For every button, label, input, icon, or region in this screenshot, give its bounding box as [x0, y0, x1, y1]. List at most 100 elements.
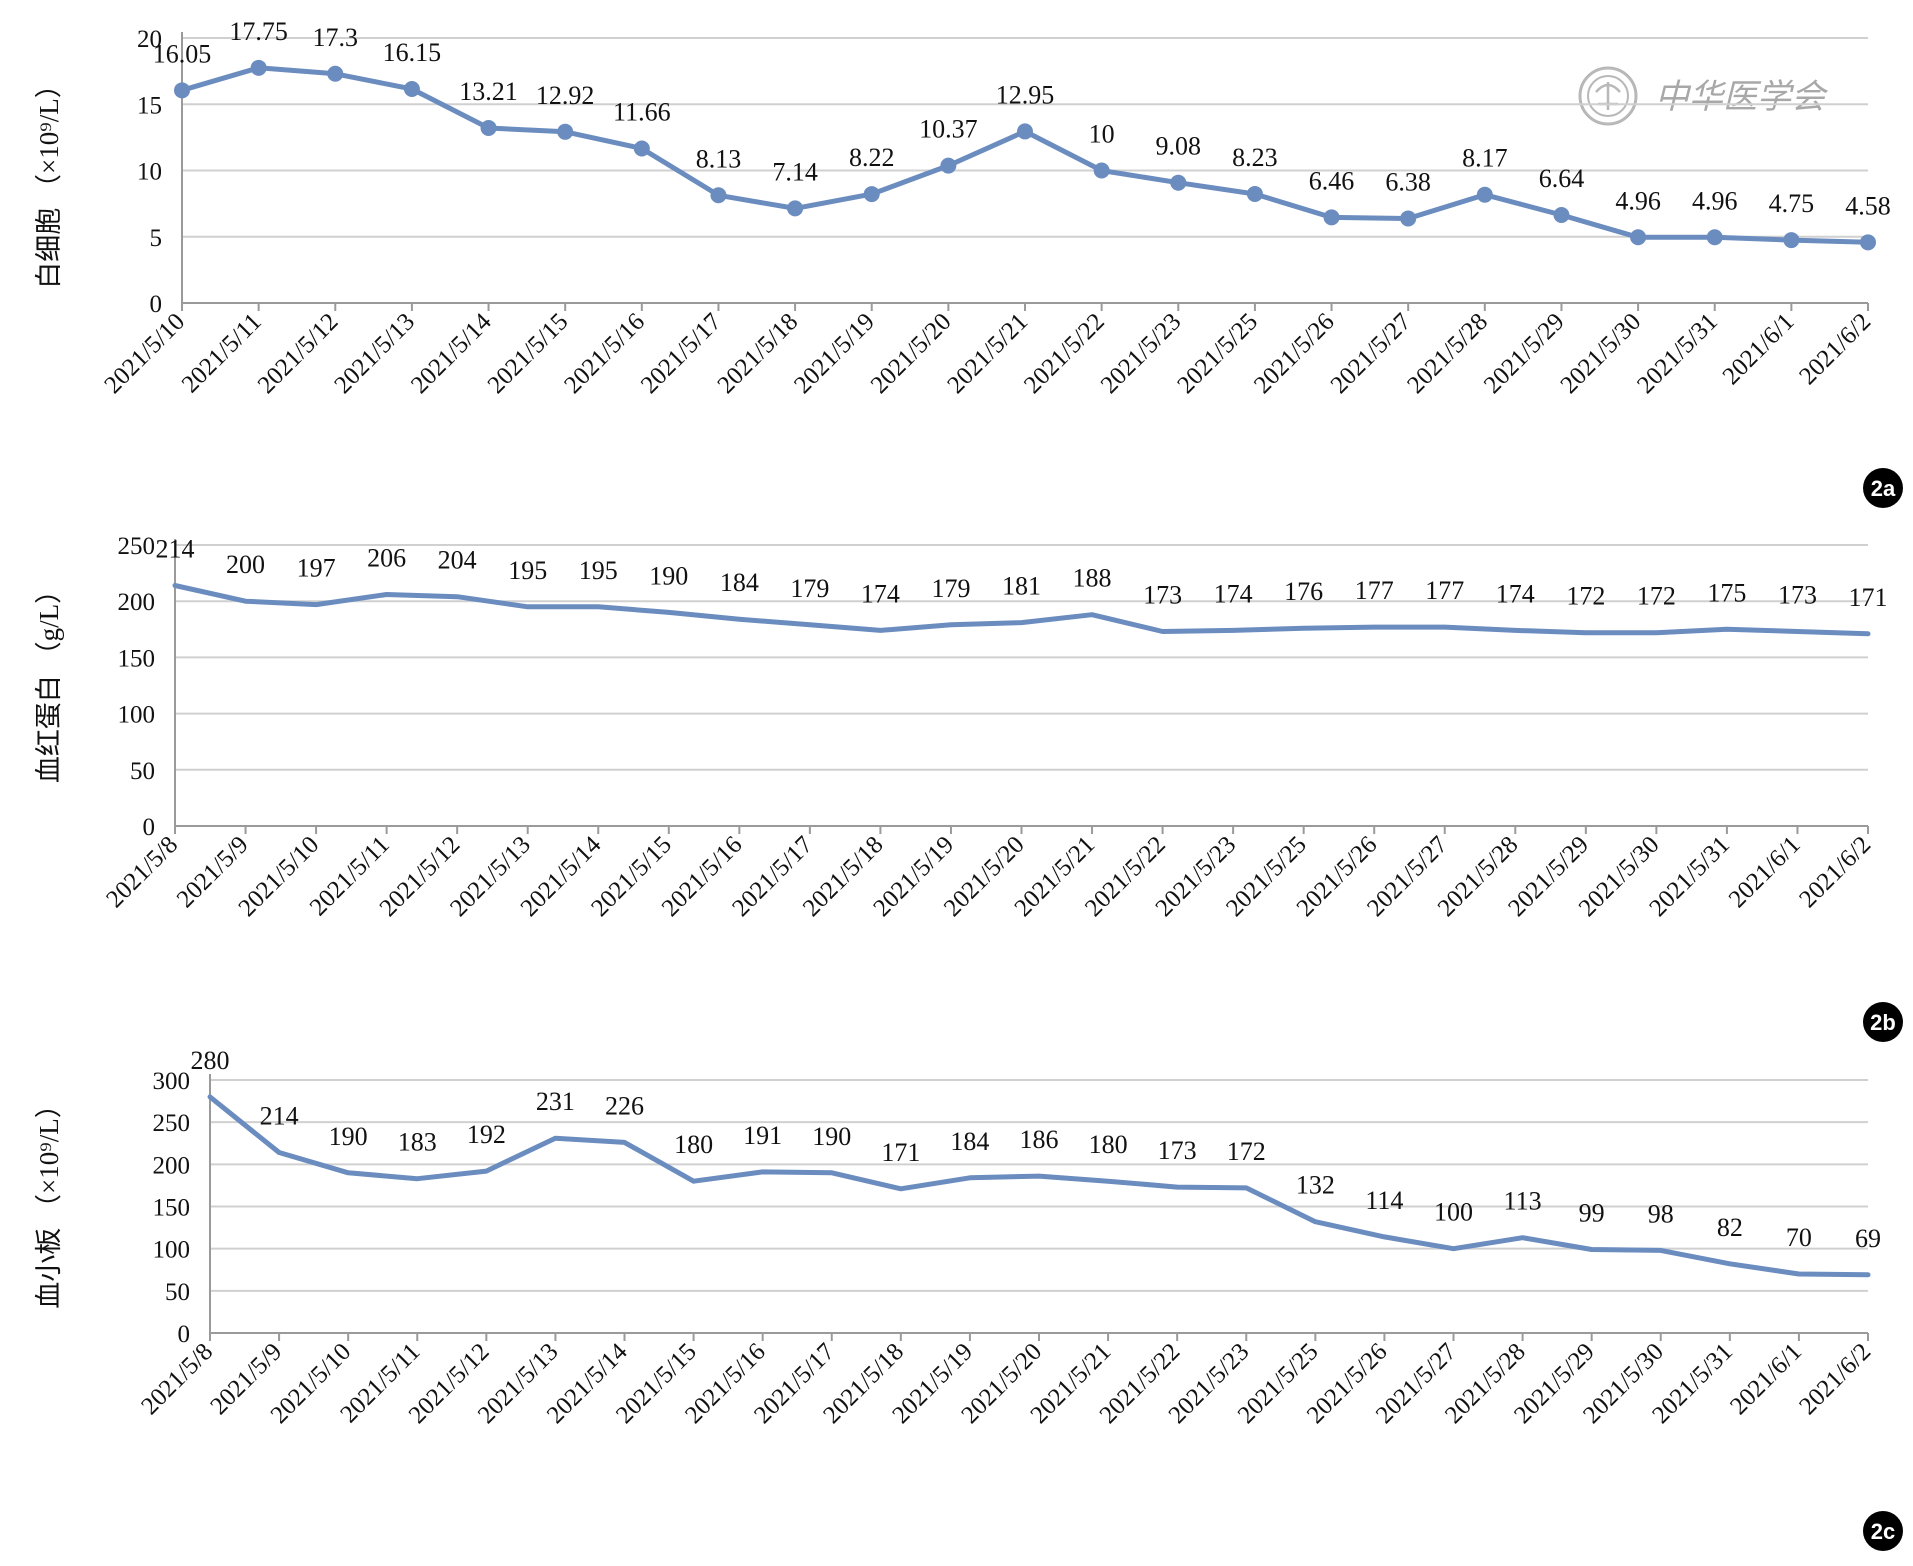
data-label: 8.13 — [696, 144, 742, 173]
data-label: 180 — [674, 1130, 713, 1159]
data-label: 173 — [1143, 581, 1182, 610]
data-label: 191 — [743, 1121, 782, 1150]
data-label: 11.66 — [613, 98, 671, 127]
x-tick-label: 2021/5/14 — [406, 308, 497, 399]
data-label: 98 — [1648, 1199, 1674, 1228]
data-label: 17.3 — [313, 23, 359, 52]
data-label: 172 — [1637, 582, 1676, 611]
data-label: 10 — [1089, 120, 1115, 149]
data-label: 204 — [438, 546, 477, 575]
data-label: 6.64 — [1539, 164, 1585, 193]
x-tick-label: 2021/5/17 — [636, 308, 727, 399]
x-tick-label: 2021/5/18 — [713, 308, 804, 399]
data-label: 192 — [467, 1120, 506, 1149]
x-tick-label: 2021/5/22 — [1019, 308, 1110, 399]
x-tick-label: 2021/5/27 — [1326, 308, 1417, 399]
data-point — [1706, 229, 1723, 246]
watermark: 中华医学会 — [1578, 66, 1829, 126]
x-tick-label: 2021/5/8 — [136, 1338, 218, 1420]
x-tick-label: 2021/6/1 — [1725, 1338, 1807, 1420]
data-label: 132 — [1296, 1171, 1335, 1200]
data-label: 13.21 — [459, 77, 518, 106]
data-label: 8.22 — [849, 143, 895, 172]
data-point — [1246, 185, 1263, 202]
data-point — [1170, 174, 1187, 191]
data-label: 177 — [1425, 576, 1464, 605]
data-label: 179 — [790, 574, 829, 603]
y-tick-label: 200 — [118, 589, 156, 616]
data-point — [1017, 123, 1033, 140]
data-label: 16.05 — [153, 39, 212, 68]
data-point — [250, 59, 267, 76]
data-label: 195 — [508, 556, 547, 585]
data-label: 175 — [1707, 578, 1746, 607]
data-point — [327, 65, 344, 82]
x-tick-label: 2021/5/8 — [101, 831, 183, 913]
data-label: 7.14 — [772, 157, 818, 186]
x-tick-label: 2021/5/29 — [1479, 308, 1570, 399]
y-tick-label: 200 — [153, 1152, 191, 1179]
data-label: 171 — [1849, 583, 1888, 612]
data-label: 214 — [260, 1102, 299, 1131]
chart-panel-2b: 0501001502002502021/5/82021/5/92021/5/10… — [34, 533, 1903, 1042]
x-tick-label: 2021/5/12 — [253, 308, 344, 399]
data-label: 8.17 — [1462, 144, 1508, 173]
data-point — [940, 157, 957, 174]
data-point — [174, 82, 190, 99]
data-label: 99 — [1579, 1199, 1605, 1228]
x-tick-label: 2021/5/25 — [1172, 308, 1263, 399]
y-tick-label: 0 — [150, 291, 163, 318]
data-label: 4.58 — [1845, 191, 1891, 220]
watermark-text: 中华医学会 — [1655, 77, 1829, 117]
y-axis-title: 白细胞 （×10⁹/L） — [34, 71, 64, 288]
data-label: 174 — [861, 579, 900, 608]
data-point — [633, 140, 650, 157]
data-label: 181 — [1002, 572, 1041, 601]
x-tick-label: 2021/6/2 — [1794, 831, 1876, 913]
data-label: 174 — [1496, 579, 1535, 608]
data-point — [403, 81, 420, 98]
data-label: 183 — [398, 1128, 437, 1157]
data-label: 172 — [1227, 1137, 1266, 1166]
data-label: 12.95 — [996, 80, 1055, 109]
data-label: 184 — [950, 1127, 989, 1156]
x-tick-label: 2021/5/16 — [559, 308, 650, 399]
data-label: 17.75 — [229, 17, 288, 46]
data-label: 180 — [1089, 1130, 1128, 1159]
x-tick-label: 2021/5/15 — [483, 308, 574, 399]
x-tick-label: 2021/6/2 — [1794, 1338, 1876, 1420]
data-point — [557, 123, 574, 140]
data-label: 200 — [226, 550, 265, 579]
panel-badge — [1863, 1002, 1903, 1042]
x-tick-label: 2021/5/20 — [866, 308, 957, 399]
data-label: 10.37 — [919, 115, 978, 144]
data-label: 195 — [579, 556, 618, 585]
medical-society-seal-icon — [1578, 66, 1638, 126]
data-label: 173 — [1158, 1136, 1197, 1165]
y-axis-title: 血小板 （×10⁹/L） — [34, 1091, 64, 1308]
y-tick-label: 5 — [150, 225, 163, 252]
data-label: 186 — [1020, 1125, 1059, 1154]
panel-label: 2b — [1870, 1010, 1896, 1035]
data-point — [1400, 210, 1417, 227]
data-label: 173 — [1778, 581, 1817, 610]
data-point — [863, 186, 880, 203]
data-label: 188 — [1073, 564, 1112, 593]
y-axis-title: 血红蛋白 （g/L） — [34, 577, 64, 783]
data-label: 174 — [1214, 579, 1253, 608]
data-label: 69 — [1855, 1224, 1881, 1253]
x-tick-label: 2021/5/30 — [1556, 308, 1647, 399]
data-label: 172 — [1566, 582, 1605, 611]
y-tick-label: 20 — [137, 26, 162, 53]
data-point — [1783, 232, 1800, 249]
data-label: 6.46 — [1309, 166, 1355, 195]
data-label: 226 — [605, 1091, 644, 1120]
x-tick-label: 2021/5/28 — [1402, 308, 1493, 399]
y-tick-label: 250 — [153, 1110, 191, 1137]
y-tick-label: 100 — [118, 702, 156, 729]
data-label: 8.23 — [1232, 143, 1278, 172]
series-line — [172, 583, 1871, 637]
x-tick-label: 2021/6/1 — [1718, 308, 1800, 390]
panel-badge — [1863, 1511, 1903, 1551]
y-tick-label: 150 — [118, 645, 156, 672]
